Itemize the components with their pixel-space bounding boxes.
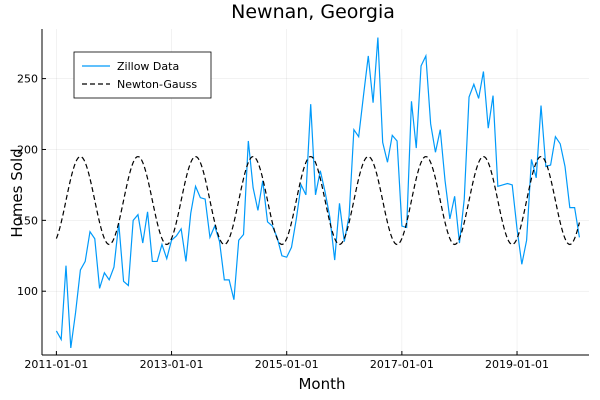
legend-box (73, 51, 212, 99)
y-tick-label: 250 (17, 73, 38, 86)
x-tick-label: 2011-01-01 (24, 358, 88, 371)
series-line-newton-gauss (55, 155, 580, 246)
y-tick-label: 100 (17, 285, 38, 298)
x-axis-label: Month (298, 375, 345, 393)
tick-labels: 2011-01-01 2013-01-01 2015-01-01 2017-01-01… (17, 73, 549, 371)
y-tick-label: 200 (17, 143, 38, 156)
legend-label-newton-gauss: Newton-Gauss (117, 78, 197, 91)
y-axis-label: Homes Sold (8, 148, 26, 237)
legend: Zillow Data Newton-Gauss (73, 51, 212, 99)
x-tick-label: 2013-01-01 (140, 358, 204, 371)
series (55, 37, 580, 348)
x-tick-label: 2015-01-01 (255, 358, 319, 371)
series-line-zillow-data (55, 37, 580, 348)
x-tick-label: 2017-01-01 (370, 358, 434, 371)
y-tick-label: 150 (17, 214, 38, 227)
chart-title: Newnan, Georgia (231, 1, 395, 23)
legend-label-zillow-data: Zillow Data (117, 60, 179, 73)
x-tick-label: 2019-01-01 (485, 358, 549, 371)
axes (41, 29, 589, 356)
